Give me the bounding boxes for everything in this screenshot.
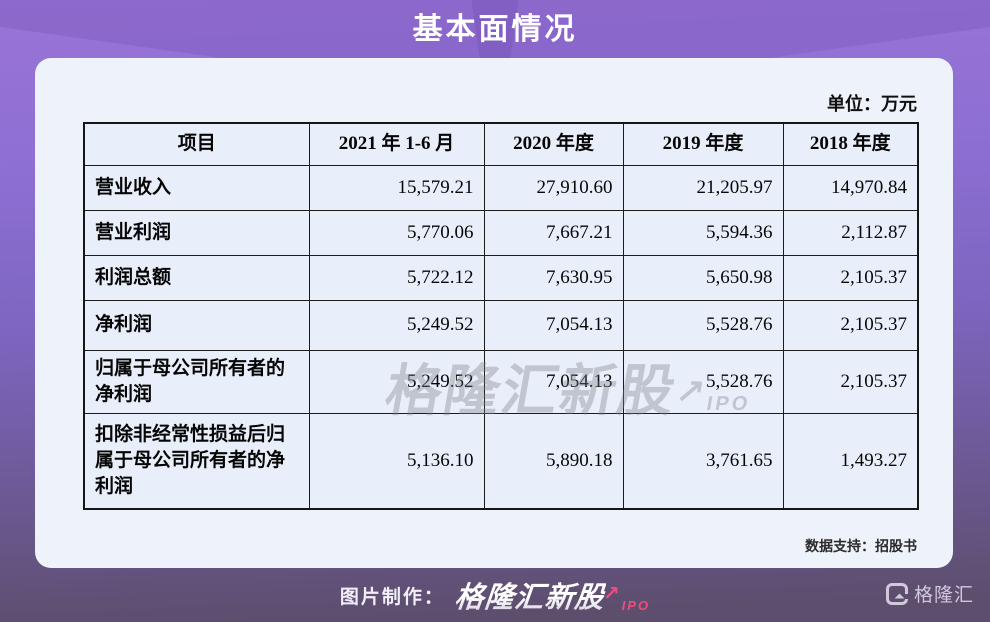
- cell-value: 5,594.36: [622, 209, 784, 256]
- cell-value: 7,054.13: [483, 299, 624, 351]
- row-label: 扣除非经常性损益后归属于母公司所有者的净利润: [83, 412, 310, 510]
- brand-logo-text: 格隆汇新股: [453, 574, 607, 616]
- cell-value: 5,890.18: [483, 412, 624, 510]
- cell-value: 2,105.37: [782, 349, 919, 414]
- gelonghui-logo-text: 格隆汇: [913, 585, 974, 606]
- brand-ipo-text: IPO: [621, 598, 651, 613]
- table-row: 营业收入 15,579.21 27,910.60 21,205.97 14,97…: [83, 164, 919, 211]
- cell-value: 7,667.21: [483, 209, 624, 256]
- footer-bar: 图片制作： 格隆汇新股 ↗ IPO: [0, 568, 990, 622]
- made-by-label: 图片制作：: [339, 586, 445, 608]
- cell-value: 5,650.98: [622, 254, 784, 301]
- gelonghui-corner-logo: 格隆汇: [885, 580, 974, 607]
- brand-arrow-icon: ↗: [602, 583, 620, 605]
- cell-value: 5,136.10: [308, 412, 485, 510]
- data-source-label: 数据支持：招股书: [805, 538, 917, 554]
- column-header-2021h1: 2021 年 1-6 月: [308, 122, 485, 166]
- column-header-2018: 2018 年度: [782, 122, 919, 166]
- column-header-2019: 2019 年度: [622, 122, 784, 166]
- cell-value: 5,528.76: [622, 299, 784, 351]
- row-label: 利润总额: [83, 254, 310, 301]
- cell-value: 15,579.21: [308, 164, 485, 211]
- row-label: 营业收入: [83, 164, 310, 211]
- cell-value: 2,105.37: [782, 299, 919, 351]
- table-row: 净利润 5,249.52 7,054.13 5,528.76 2,105.37: [83, 299, 919, 351]
- cell-value: 5,770.06: [308, 209, 485, 256]
- brand-logo: 格隆汇新股 ↗ IPO: [453, 574, 651, 616]
- cell-value: 2,105.37: [782, 254, 919, 301]
- cell-value: 1,493.27: [782, 412, 919, 510]
- table-header-row: 项目 2021 年 1-6 月 2020 年度 2019 年度 2018 年度: [83, 122, 919, 166]
- table-row: 营业利润 5,770.06 7,667.21 5,594.36 2,112.87: [83, 209, 919, 256]
- row-label: 净利润: [83, 299, 310, 351]
- cell-value: 7,054.13: [483, 349, 624, 414]
- cell-value: 21,205.97: [622, 164, 784, 211]
- financial-table: 项目 2021 年 1-6 月 2020 年度 2019 年度 2018 年度 …: [83, 122, 919, 510]
- content-card: 单位：万元 项目 2021 年 1-6 月 2020 年度 2019 年度 20…: [35, 58, 953, 568]
- table-row: 利润总额 5,722.12 7,630.95 5,650.98 2,105.37: [83, 254, 919, 301]
- cell-value: 5,249.52: [308, 299, 485, 351]
- cell-value: 3,761.65: [622, 412, 784, 510]
- cell-value: 2,112.87: [782, 209, 919, 256]
- table-row: 扣除非经常性损益后归属于母公司所有者的净利润 5,136.10 5,890.18…: [83, 412, 919, 510]
- table-row: 归属于母公司所有者的净利润 5,249.52 7,054.13 5,528.76…: [83, 349, 919, 414]
- cell-value: 27,910.60: [483, 164, 624, 211]
- cell-value: 5,528.76: [622, 349, 784, 414]
- cell-value: 7,630.95: [483, 254, 624, 301]
- cell-value: 5,249.52: [308, 349, 485, 414]
- row-label: 归属于母公司所有者的净利润: [83, 349, 310, 414]
- column-header-2020: 2020 年度: [483, 122, 624, 166]
- column-header-item: 项目: [83, 122, 310, 166]
- row-label: 营业利润: [83, 209, 310, 256]
- cell-value: 5,722.12: [308, 254, 485, 301]
- page-title: 基本面情况: [412, 13, 578, 46]
- unit-label: 单位：万元: [827, 94, 917, 114]
- cell-value: 14,970.84: [782, 164, 919, 211]
- gelonghui-g-icon: [885, 582, 909, 605]
